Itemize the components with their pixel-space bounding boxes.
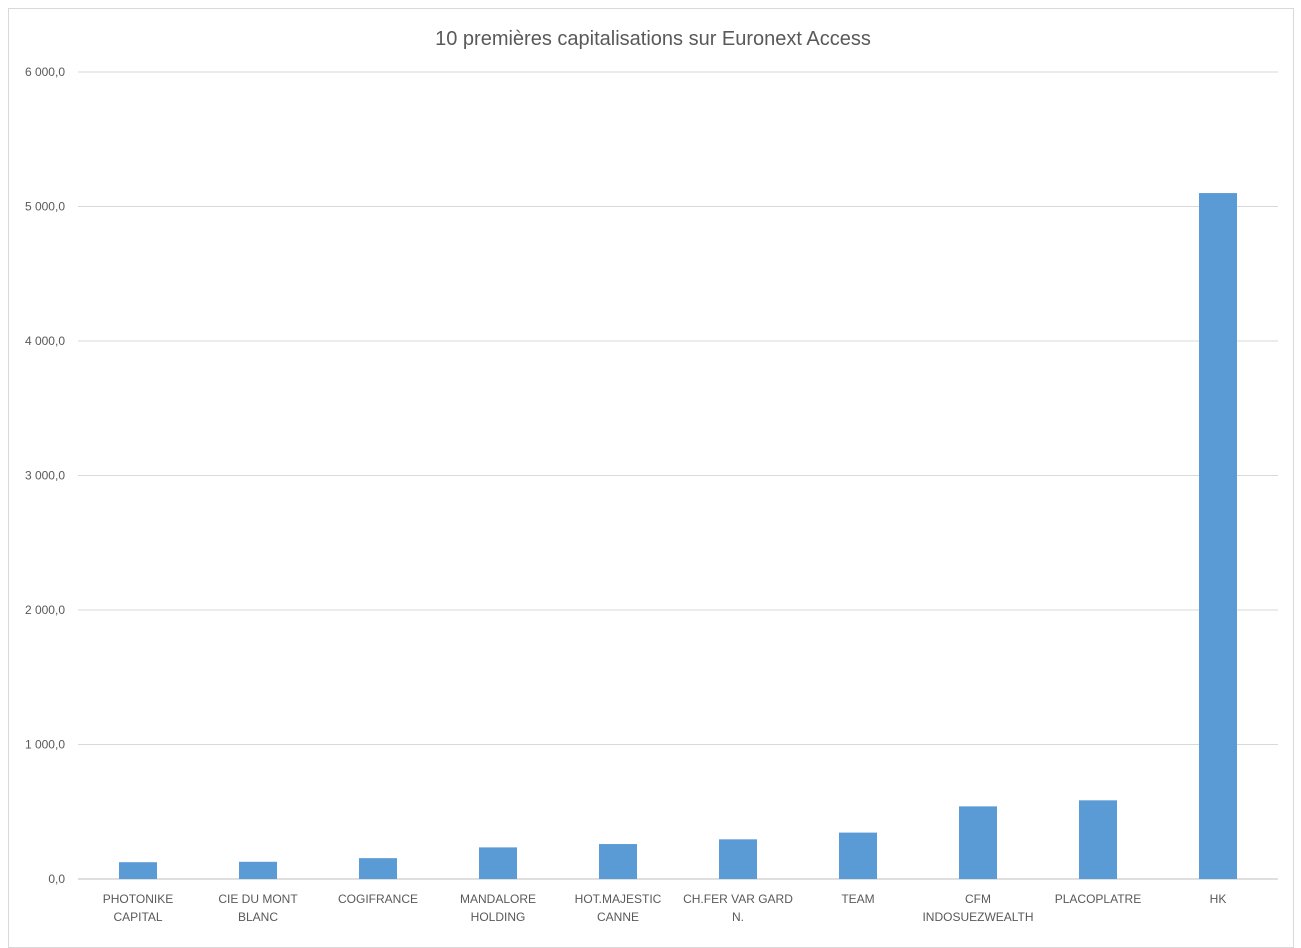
bar [1199, 193, 1237, 880]
chart-frame [8, 8, 1294, 948]
bar [359, 858, 397, 879]
y-tick-label: 6 000,0 [25, 65, 65, 79]
y-tick-label: 0,0 [48, 872, 65, 886]
bars [119, 193, 1237, 880]
y-tick-label: 1 000,0 [25, 738, 65, 752]
x-category-label: COGIFRANCE [338, 892, 418, 906]
bar [599, 844, 637, 879]
y-tick-label: 5 000,0 [25, 200, 65, 214]
y-axis-tick-labels: 0,0 1 000,0 2 000,0 3 000,0 4 000,0 5 000,0 6 … [25, 65, 65, 886]
x-category-label: MANDALORE HOLDING [460, 892, 536, 924]
x-axis-category-labels: PHOTONIKE CAPITAL CIE DU MONT BLANC COGIFRAN… [103, 892, 1227, 924]
bar [839, 832, 877, 879]
y-tick-label: 3 000,0 [25, 469, 65, 483]
y-tick-label: 4 000,0 [25, 334, 65, 348]
x-category-label: CIE DU MONT BLANC [218, 892, 298, 924]
bar [119, 862, 157, 879]
y-tick-label: 2 000,0 [25, 603, 65, 617]
x-category-label: HK [1210, 892, 1227, 906]
bar [239, 861, 277, 879]
bar [479, 847, 517, 879]
x-category-label: PHOTONIKE CAPITAL [103, 892, 173, 924]
bar [719, 839, 757, 879]
gridlines [78, 71, 1278, 880]
x-category-label: CFM INDOSUEZWEALTH [922, 892, 1033, 924]
chart-title: 10 premières capitalisations sur Euronex… [435, 28, 871, 50]
x-category-label: TEAM [841, 892, 874, 906]
x-category-label: HOT.MAJESTIC CANNE [575, 892, 662, 924]
bar [1079, 800, 1117, 879]
x-category-label: PLACOPLATRE [1055, 892, 1141, 906]
bar [959, 806, 997, 879]
x-category-label: CH.FER VAR GARD N. [683, 892, 793, 924]
bar-chart: 10 premières capitalisations sur Euronex… [25, 28, 1278, 924]
